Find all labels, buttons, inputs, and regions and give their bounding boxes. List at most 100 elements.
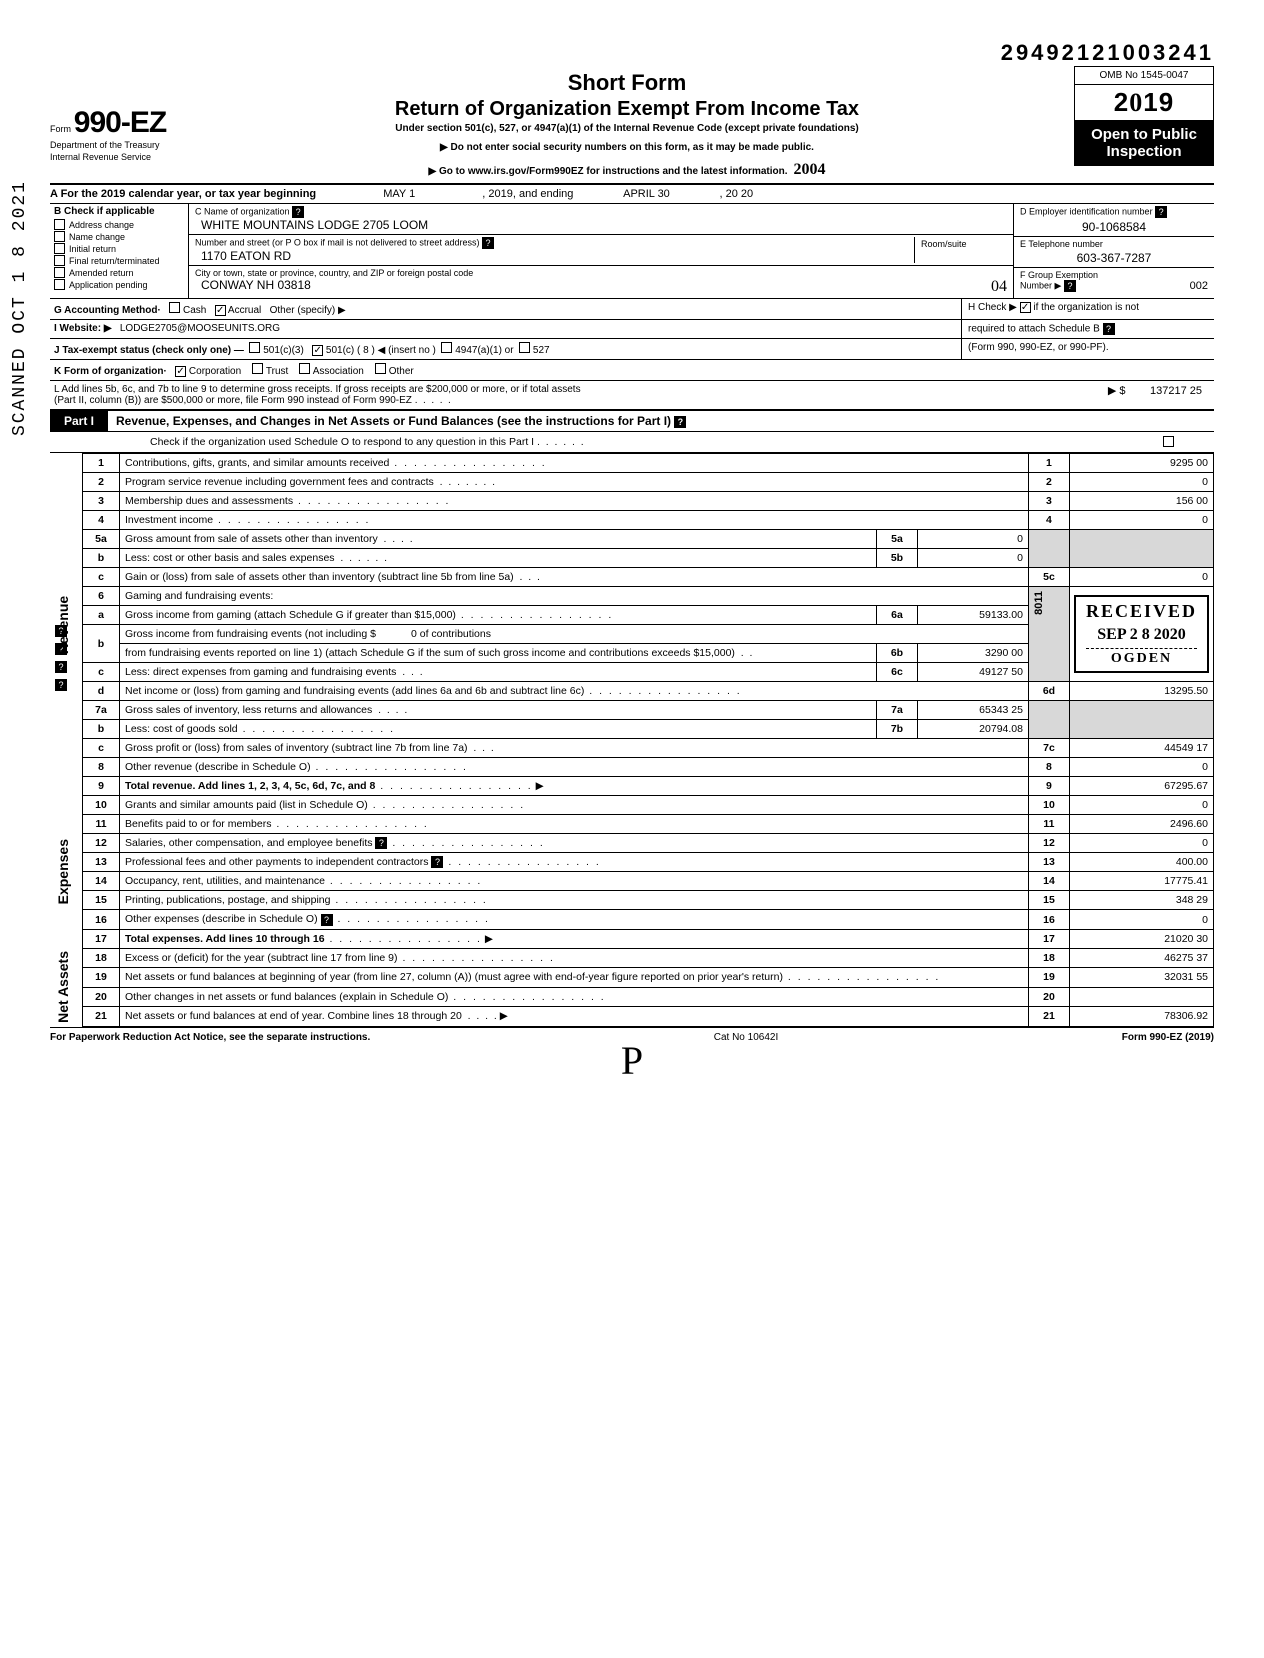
ein: 90-1068584 bbox=[1020, 218, 1208, 234]
line-6d-amt: 13295.50 bbox=[1069, 682, 1213, 701]
help-icon[interactable]: ? bbox=[321, 914, 333, 926]
chk-cash[interactable] bbox=[169, 302, 180, 313]
section-c-org-info: C Name of organization ? WHITE MOUNTAINS… bbox=[189, 204, 1013, 298]
chk-schedule-b[interactable] bbox=[1020, 302, 1031, 313]
main-title: Return of Organization Exempt From Incom… bbox=[188, 98, 1066, 121]
help-icon[interactable]: ? bbox=[1103, 323, 1115, 335]
row-i: I Website: ▶ LODGE2705@MOOSEUNITS.ORG re… bbox=[50, 320, 1214, 339]
line-11-amt: 2496.60 bbox=[1069, 815, 1213, 834]
row-g-h: G Accounting Method· Cash Accrual Other … bbox=[50, 299, 1214, 320]
part1-schedule-o-check: Check if the organization used Schedule … bbox=[50, 432, 1214, 453]
subtitle: Under section 501(c), 527, or 4947(a)(1)… bbox=[188, 123, 1066, 134]
row-l: L Add lines 5b, 6c, and 7b to line 9 to … bbox=[50, 381, 1214, 411]
dept-treasury: Department of the Treasury bbox=[50, 140, 180, 152]
chk-trust[interactable] bbox=[252, 363, 263, 374]
help-icon[interactable]: ? bbox=[292, 206, 304, 218]
section-b-checkboxes: B Check if applicable Address change Nam… bbox=[50, 204, 189, 298]
scan-date-sidebar: SCANNED OCT 1 8 2021 bbox=[10, 180, 30, 436]
chk-4947a1[interactable] bbox=[441, 342, 452, 353]
chk-name-change[interactable] bbox=[54, 231, 65, 242]
line-5c-amt: 0 bbox=[1069, 568, 1213, 587]
revenue-label: Revenue bbox=[55, 595, 71, 653]
line-1-amt: 9295 00 bbox=[1069, 454, 1213, 473]
line-7b-amt: 20794.08 bbox=[917, 720, 1028, 739]
line-5a-amt: 0 bbox=[917, 530, 1028, 549]
501c-number: 8 bbox=[363, 345, 369, 356]
line-15-amt: 348 29 bbox=[1069, 891, 1213, 910]
line-13-amt: 400.00 bbox=[1069, 853, 1213, 872]
line-2-amt: 0 bbox=[1069, 473, 1213, 492]
tax-year: 2019 bbox=[1074, 85, 1214, 121]
line-17-amt: 21020 30 bbox=[1069, 929, 1213, 948]
form-prefix: Form bbox=[50, 124, 71, 134]
omb-number: OMB No 1545-0047 bbox=[1074, 66, 1214, 85]
line-21-amt: 78306.92 bbox=[1069, 1007, 1213, 1027]
chk-final-return[interactable] bbox=[54, 255, 65, 266]
chk-corporation[interactable] bbox=[175, 366, 186, 377]
part-1-header: Part I Revenue, Expenses, and Changes in… bbox=[50, 411, 1214, 432]
chk-527[interactable] bbox=[519, 342, 530, 353]
help-icon[interactable]: ? bbox=[482, 237, 494, 249]
net-assets-label: Net Assets bbox=[55, 951, 71, 1023]
handwritten-04: 04 bbox=[991, 278, 1007, 296]
help-icon[interactable]: ? bbox=[55, 661, 67, 673]
line-10-amt: 0 bbox=[1069, 796, 1213, 815]
line-7c-amt: 44549 17 bbox=[1069, 739, 1213, 758]
handwritten-year: 2004 bbox=[794, 161, 826, 179]
org-name: WHITE MOUNTAINS LODGE 2705 LOOM bbox=[195, 218, 1007, 232]
help-icon[interactable]: ? bbox=[375, 837, 387, 849]
line-18-amt: 46275 37 bbox=[1069, 948, 1213, 967]
chk-amended[interactable] bbox=[54, 267, 65, 278]
help-icon[interactable]: ? bbox=[1064, 280, 1076, 292]
chk-501c3[interactable] bbox=[249, 342, 260, 353]
line-14-amt: 17775.41 bbox=[1069, 872, 1213, 891]
group-exemption: 002 bbox=[1190, 280, 1208, 292]
tracking-number: 29492121003241 bbox=[50, 40, 1214, 66]
line-7a-amt: 65343 25 bbox=[917, 701, 1028, 720]
line-6a-amt: 59133.00 bbox=[917, 606, 1028, 625]
line-19-amt: 32031 55 bbox=[1069, 968, 1213, 987]
received-stamp: RECEIVED SEP 2 8 2020 OGDEN bbox=[1074, 595, 1209, 673]
section-bcdef: B Check if applicable Address change Nam… bbox=[50, 204, 1214, 299]
help-icon[interactable]: ? bbox=[431, 856, 443, 868]
city-state-zip: CONWAY NH 03818 bbox=[195, 278, 991, 296]
line-16-amt: 0 bbox=[1069, 910, 1213, 929]
dept-irs: Internal Revenue Service bbox=[50, 152, 180, 164]
section-a-tax-year: A For the 2019 calendar year, or tax yea… bbox=[50, 185, 1214, 204]
help-icon[interactable]: ? bbox=[1155, 206, 1167, 218]
open-to-public: Open to PublicInspection bbox=[1074, 121, 1214, 166]
section-def: D Employer identification number ? 90-10… bbox=[1013, 204, 1214, 298]
goto-instructions: ▶ Go to www.irs.gov/Form990EZ for instru… bbox=[428, 166, 787, 177]
line-4-amt: 0 bbox=[1069, 511, 1213, 530]
line-3-amt: 156 00 bbox=[1069, 492, 1213, 511]
form-number: 990-EZ bbox=[74, 106, 166, 139]
ssn-warning: ▶ Do not enter social security numbers o… bbox=[188, 142, 1066, 153]
help-icon[interactable]: ? bbox=[55, 679, 67, 691]
chk-app-pending[interactable] bbox=[54, 279, 65, 290]
room-suite-label: Room/suite bbox=[914, 237, 1007, 263]
help-icon[interactable]: ? bbox=[674, 416, 686, 428]
street-address: 1170 EATON RD bbox=[195, 249, 914, 263]
line-8-amt: 0 bbox=[1069, 758, 1213, 777]
part1-table: ? ? ? ? Revenue 1Contributions, gifts, g… bbox=[50, 453, 1214, 1027]
chk-accrual[interactable] bbox=[215, 305, 226, 316]
chk-501c[interactable] bbox=[312, 345, 323, 356]
line-5b-amt: 0 bbox=[917, 549, 1028, 568]
signature-mark: P bbox=[50, 1037, 1214, 1084]
expenses-label: Expenses bbox=[55, 839, 71, 904]
chk-other-org[interactable] bbox=[375, 363, 386, 374]
stamp-8011: 8011 bbox=[1029, 587, 1049, 619]
chk-association[interactable] bbox=[299, 363, 310, 374]
chk-address-change[interactable] bbox=[54, 219, 65, 230]
form-header: Form 990-EZ Department of the Treasury I… bbox=[50, 66, 1214, 185]
short-form-label: Short Form bbox=[188, 70, 1066, 96]
row-j: J Tax-exempt status (check only one) — 5… bbox=[50, 339, 1214, 360]
website: LODGE2705@MOOSEUNITS.ORG bbox=[120, 323, 280, 334]
line-9-amt: 67295.67 bbox=[1069, 777, 1213, 796]
chk-schedule-o[interactable] bbox=[1163, 436, 1174, 447]
row-k: K Form of organization· Corporation Trus… bbox=[50, 360, 1214, 381]
line-6c-amt: 49127 50 bbox=[917, 663, 1028, 682]
chk-initial-return[interactable] bbox=[54, 243, 65, 254]
line-12-amt: 0 bbox=[1069, 834, 1213, 853]
telephone: 603-367-7287 bbox=[1020, 249, 1208, 265]
